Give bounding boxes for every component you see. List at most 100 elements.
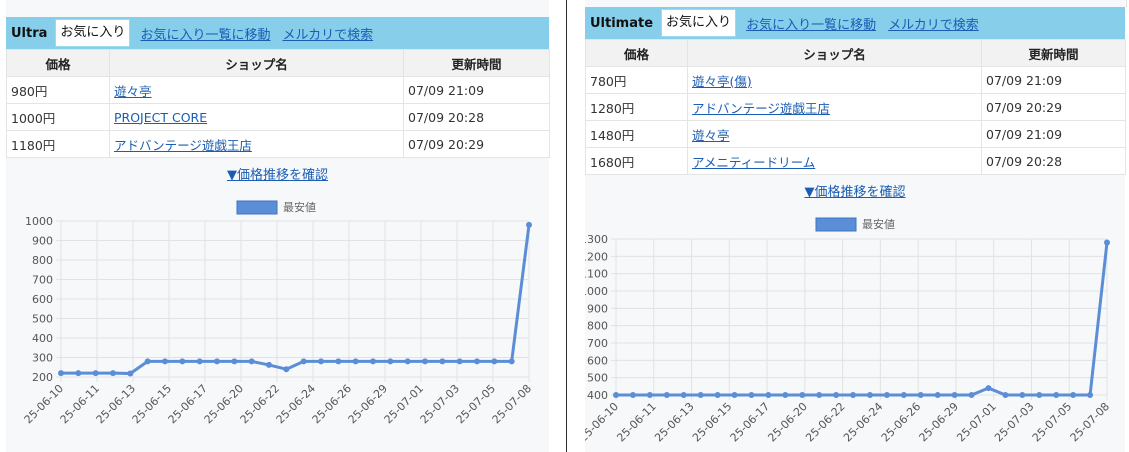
data-point: [266, 361, 272, 368]
y-tick-label: 300: [32, 352, 53, 365]
favorites-list-link[interactable]: お気に入り一覧に移動: [140, 27, 271, 43]
shop-link[interactable]: アドバンテージ遊戯王店: [114, 137, 252, 153]
y-tick-label: 700: [32, 274, 53, 287]
shop-cell: アメニティードリーム: [687, 147, 982, 175]
data-point: [1053, 392, 1060, 398]
x-tick-label: 25-06-11: [614, 400, 659, 445]
shop-link[interactable]: アドバンテージ遊戯王店: [692, 100, 830, 116]
time-cell: 07/09 21:09: [981, 120, 1126, 148]
data-point: [92, 370, 99, 377]
legend-swatch: [236, 200, 278, 215]
data-point: [748, 392, 755, 398]
x-tick-label: 25-07-01: [954, 400, 999, 445]
y-tick-label: 500: [587, 372, 608, 385]
y-tick-label: 1200: [585, 250, 608, 263]
time-cell: 07/09 21:09: [403, 76, 550, 104]
product-name: Ultra: [11, 25, 48, 41]
data-point: [300, 358, 307, 365]
y-tick-label: 600: [32, 293, 53, 306]
shop-link[interactable]: 遊々亭: [692, 127, 730, 143]
x-tick-label: 25-06-20: [765, 400, 810, 445]
table-row: 1180円 アドバンテージ遊戯王店 07/09 20:29: [6, 130, 550, 158]
column-header-time: 更新時間: [981, 39, 1126, 67]
price-trend-toggle: ▼価格推移を確認: [585, 181, 1125, 200]
shop-link[interactable]: PROJECT CORE: [114, 109, 208, 125]
shop-link[interactable]: アメニティードリーム: [692, 154, 816, 170]
data-point: [850, 392, 857, 398]
favorites-list-link[interactable]: お気に入り一覧に移動: [746, 17, 877, 33]
table-row: 780円 遊々亭(傷) 07/09 21:09: [585, 66, 1126, 94]
x-tick-label: 25-06-22: [803, 400, 848, 445]
data-point: [508, 358, 515, 365]
x-tick-label: 25-06-15: [690, 400, 735, 445]
data-point: [144, 358, 151, 365]
data-point: [335, 358, 342, 365]
shop-link[interactable]: 遊々亭(傷): [692, 73, 752, 89]
time-cell: 07/09 20:28: [403, 103, 550, 131]
x-tick-label: 25-07-05: [1030, 400, 1075, 445]
legend-swatch: [815, 217, 857, 232]
price-trend-link[interactable]: ▼価格推移を確認: [227, 168, 328, 183]
price-trend-link[interactable]: ▼価格推移を確認: [804, 185, 906, 200]
data-point: [782, 392, 789, 398]
data-point: [75, 370, 82, 377]
y-tick-label: 400: [32, 332, 53, 345]
x-tick-label: 25-07-03: [992, 400, 1037, 445]
data-point: [127, 370, 134, 377]
legend-label: 最安値: [283, 200, 316, 214]
product-panel-ultra: Ultra お気に入り お気に入り一覧に移動 メルカリで検索 価格 ショップ名 …: [6, 0, 550, 452]
price-table: 価格 ショップ名 更新時間 980円 遊々亭 07/09 21:09 1000円…: [6, 49, 550, 158]
series-line: [616, 242, 1109, 397]
y-tick-label: 1300: [585, 233, 608, 246]
x-tick-label: 25-06-26: [879, 400, 924, 445]
y-tick-label: 500: [32, 313, 53, 326]
data-point: [352, 358, 359, 365]
price-cell: 1680円: [585, 147, 688, 175]
table-header-row: 価格 ショップ名 更新時間: [6, 49, 550, 77]
data-point: [179, 358, 186, 365]
shop-cell: 遊々亭: [687, 120, 982, 148]
y-tick-label: 200: [32, 371, 53, 384]
shop-cell: PROJECT CORE: [109, 103, 404, 131]
table-row: 980円 遊々亭 07/09 21:09: [6, 76, 550, 104]
data-point: [968, 392, 975, 398]
panel-divider: [566, 0, 567, 452]
mercari-search-link[interactable]: メルカリで検索: [888, 17, 979, 33]
data-point: [1002, 392, 1009, 398]
y-tick-label: 700: [587, 337, 608, 350]
data-point: [629, 392, 636, 398]
price-cell: 1180円: [6, 130, 110, 158]
data-point: [833, 392, 840, 398]
table-row: 1000円 PROJECT CORE 07/09 20:28: [6, 103, 550, 131]
data-point: [456, 358, 463, 365]
price-cell: 1480円: [585, 120, 688, 148]
price-cell: 980円: [6, 76, 110, 104]
product-name: Ultimate: [590, 15, 654, 31]
panel-header: Ultimate お気に入り お気に入り一覧に移動 メルカリで検索: [585, 7, 1125, 39]
data-point: [1070, 392, 1077, 398]
y-tick-label: 1000: [585, 285, 608, 298]
time-cell: 07/09 20:28: [981, 147, 1126, 175]
price-cell: 1000円: [6, 103, 110, 131]
data-point: [731, 392, 738, 398]
data-point: [1087, 392, 1094, 398]
y-tick-label: 800: [32, 254, 53, 267]
y-tick-label: 600: [587, 354, 608, 367]
data-point: [799, 392, 806, 398]
data-point: [765, 392, 772, 398]
y-tick-label: 900: [587, 302, 608, 315]
y-tick-label: 800: [587, 320, 608, 333]
favorite-button[interactable]: お気に入り: [661, 9, 737, 37]
table-row: 1480円 遊々亭 07/09 21:09: [585, 120, 1126, 148]
data-point: [387, 358, 394, 365]
mercari-search-link[interactable]: メルカリで検索: [282, 27, 374, 43]
panel-header: Ultra お気に入り お気に入り一覧に移動 メルカリで検索: [6, 17, 549, 49]
shop-link[interactable]: 遊々亭: [114, 83, 152, 99]
data-point: [1104, 239, 1110, 246]
favorite-button[interactable]: お気に入り: [55, 19, 131, 47]
column-header-price: 価格: [6, 49, 110, 77]
data-point: [646, 392, 653, 398]
x-tick-label: 25-06-24: [841, 400, 886, 445]
shop-cell: 遊々亭: [109, 76, 404, 104]
x-tick-label: 25-06-29: [917, 400, 962, 445]
